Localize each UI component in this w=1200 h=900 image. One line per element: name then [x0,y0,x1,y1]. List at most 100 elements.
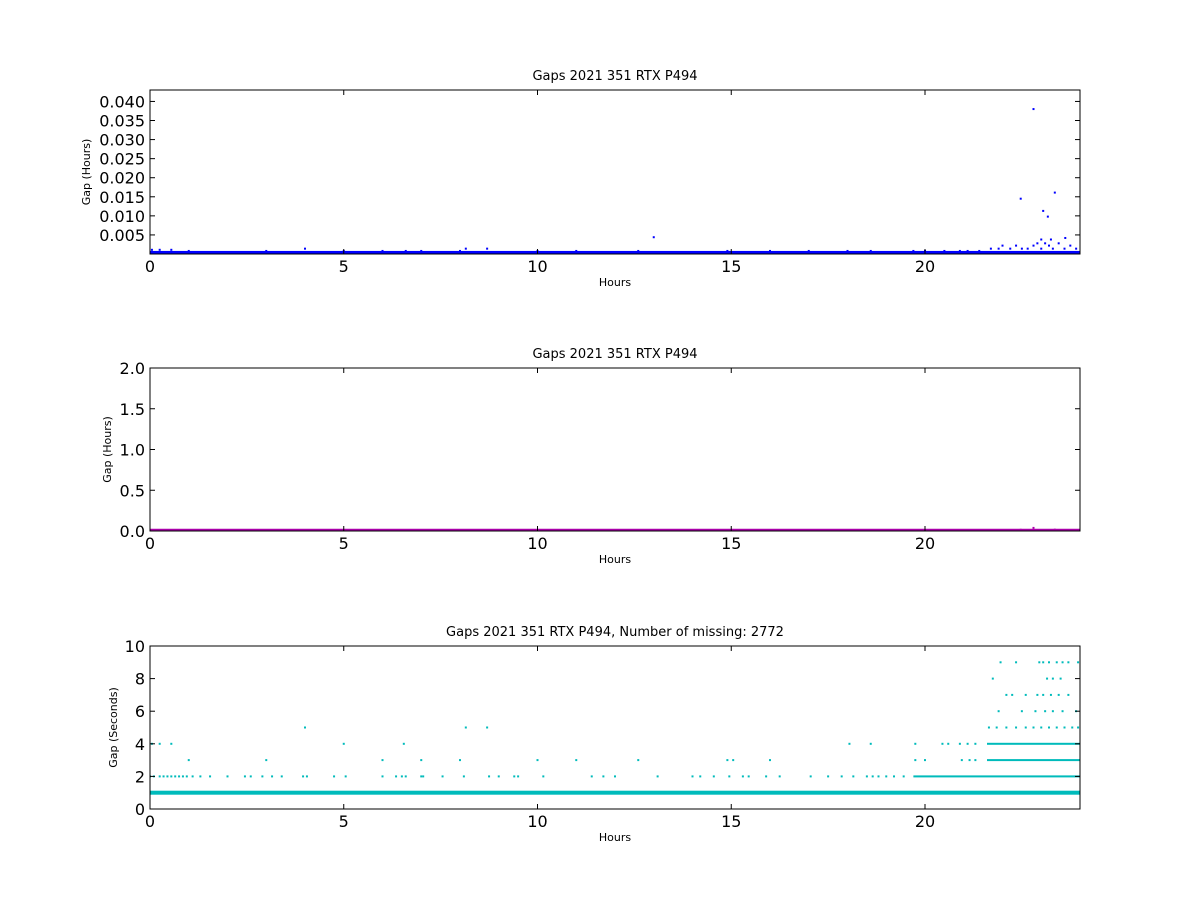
axes-frame [149,89,1081,255]
data-point [536,759,539,762]
data-point [1044,242,1047,245]
plot-area [150,108,1080,254]
data-point [941,742,944,745]
chart-panel-1: 0 5 10 15 200.0050.0100.0150.0200.0250.0300.… [80,69,1081,289]
data-point [265,249,268,252]
data-point [968,759,971,762]
x-tick-label: 0 [145,534,155,553]
x-tick-label: 20 [915,534,935,553]
data-point [513,775,516,778]
data-point [765,775,768,778]
data-point [187,759,190,762]
x-tick-label: 10 [527,534,547,553]
chart-title: Gaps 2021 351 RTX P494 [532,69,697,84]
data-point [304,726,306,729]
data-point [1067,693,1070,696]
y-axis-label: Gap (Hours) [80,139,93,206]
x-tick-label: 5 [339,534,349,553]
data-point [652,236,655,239]
data-point [958,249,961,252]
data-point [158,248,161,251]
y-tick-label: 0.015 [99,188,145,207]
x-tick-label: 5 [339,812,349,831]
data-point [1063,247,1066,250]
data-point [462,775,465,778]
chart-title: Gaps 2021 351 RTX P494 [532,347,697,362]
chart-panel-3: 0 5 10 15 20 0 2 4 6 8 10 Gaps 2021 351 RTX P494, N… [107,625,1081,844]
data-point [732,759,735,762]
data-point [575,759,578,762]
data-point [158,742,161,745]
data-point [381,249,384,252]
data-point [1077,726,1080,729]
data-point [1019,197,1022,200]
data-point [249,775,252,778]
data-point [1046,677,1049,680]
level-4-band [987,742,1080,745]
data-point [924,759,926,762]
x-tick-label: 15 [721,534,741,553]
data-point [1015,244,1018,247]
y-tick-label: 1.0 [120,441,145,460]
data-point [1015,726,1018,729]
data-point [974,742,977,745]
data-point [769,759,771,762]
data-point [1059,677,1062,680]
baseline-band [150,790,1080,795]
data-point [486,726,489,729]
data-point [987,726,990,729]
y-tick-label: 0.020 [99,169,145,188]
data-point [1038,661,1041,664]
data-point [1067,661,1070,664]
x-tick-label: 10 [527,257,547,276]
data-point [1057,242,1060,245]
data-point [947,742,950,745]
data-point [1040,726,1043,729]
data-point [807,249,810,252]
chart-panel-2: 0 5 10 15 20 0.0 0.5 1.0 1.5 2.0 Gaps 2021 351 RTX… [101,347,1081,566]
data-point [1009,247,1012,250]
data-point [1055,726,1058,729]
x-tick-label: 0 [145,812,155,831]
x-axis-label: Hours [599,553,631,566]
data-point [1049,238,1052,241]
data-point [691,775,694,778]
data-point [848,742,851,745]
data-point [974,759,977,762]
data-point [999,661,1002,664]
data-point [1032,526,1035,529]
data-point [1075,247,1078,250]
data-point [885,775,888,778]
y-tick-label: 0 [135,800,145,819]
data-point [420,759,423,762]
data-point [400,775,403,778]
data-point [1055,661,1058,664]
plot-area [150,661,1080,795]
data-point [333,775,336,778]
y-tick-label: 0.035 [99,112,145,131]
data-point [404,775,407,778]
data-point [1032,726,1035,729]
data-point [769,249,771,252]
data-point [1048,661,1050,664]
y-tick-label: 8 [135,670,145,689]
data-point [305,775,308,778]
data-point [1042,209,1045,212]
data-point [402,742,405,745]
data-point [869,249,872,252]
data-point [1061,661,1064,664]
data-point [893,775,895,778]
data-point [187,249,190,252]
data-point [381,775,384,778]
data-point [441,775,444,778]
data-point [178,775,181,778]
data-point [602,775,605,778]
data-point [1042,661,1045,664]
data-point [747,775,750,778]
data-point [699,775,702,778]
chart-title: Gaps 2021 351 RTX P494, Number of missin… [446,625,784,640]
data-point [199,775,202,778]
x-tick-label: 5 [339,257,349,276]
data-point [1020,710,1023,713]
